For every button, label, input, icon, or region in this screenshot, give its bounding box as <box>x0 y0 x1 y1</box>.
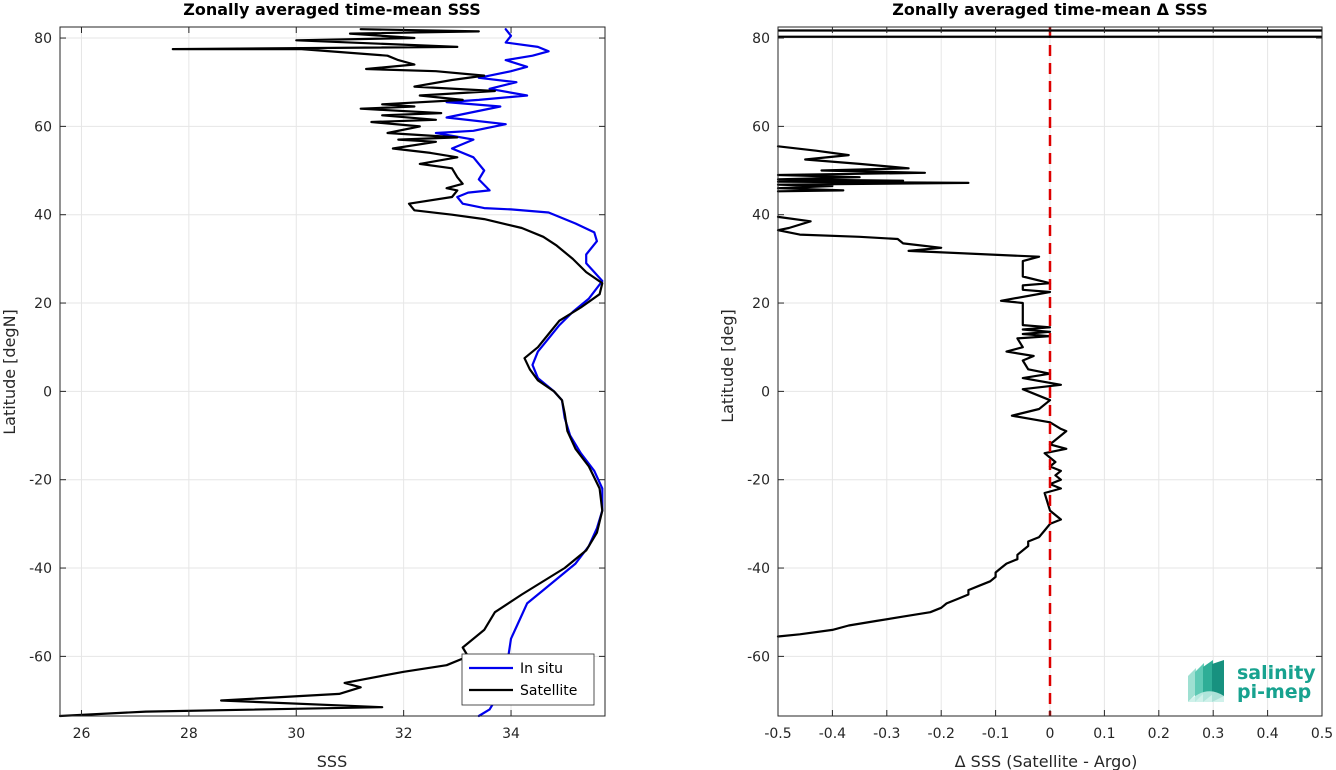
sss-y-tick-label: 60 <box>34 119 52 135</box>
legend-label-satellite: Satellite <box>520 683 577 699</box>
sss-y-tick-label: 0 <box>43 384 52 400</box>
sss-x-axis-label: SSS <box>317 752 347 770</box>
sss-y-axis-label: Latitude [degN] <box>0 309 19 435</box>
delta-sss-x-axis-label: Δ SSS (Satellite - Argo) <box>955 752 1138 770</box>
logo-wave-crest <box>1188 691 1224 702</box>
sss-y-tick-label: 40 <box>34 208 52 224</box>
delta-sss-x-tick-label: -0.4 <box>819 726 846 742</box>
sss-y-tick-label: -20 <box>29 473 52 489</box>
delta-sss-x-tick-label: 0.5 <box>1311 726 1333 742</box>
delta-sss-x-tick-label: -0.3 <box>873 726 900 742</box>
delta-sss-ticks: -0.5 -0.4 -0.3 -0.2 -0.1 0 0.1 0.2 0.3 0.4 0.5 -60 -… <box>747 27 1333 742</box>
sss-y-tick-label: -40 <box>29 561 52 577</box>
delta-sss-series-delta-line <box>776 215 1068 638</box>
delta-sss-x-tick-label: 0.2 <box>1148 726 1170 742</box>
delta-sss-series-delta-line <box>776 145 970 193</box>
legend-label-in-situ: In situ <box>520 661 563 677</box>
sss-grid <box>60 27 605 716</box>
delta-sss-x-tick-label: 0.4 <box>1256 726 1278 742</box>
sss-panel: 26 28 30 32 34 -60 -40 -20 0 20 40 60 80 Zonally ave… <box>0 0 606 770</box>
sss-y-tick-label: -60 <box>29 649 52 665</box>
sss-ticks: 26 28 30 32 34 -60 -40 -20 0 20 40 60 80 <box>29 27 605 742</box>
sss-lines <box>58 28 604 718</box>
delta-sss-x-tick-label: 0 <box>1046 726 1055 742</box>
delta-sss-y-tick-label: 0 <box>761 384 770 400</box>
delta-sss-y-tick-label: -20 <box>747 473 770 489</box>
delta-sss-x-tick-label: 0.3 <box>1202 726 1224 742</box>
delta-sss-panel: -0.5 -0.4 -0.3 -0.2 -0.1 0 0.1 0.2 0.3 0.4 0.5 -60 -… <box>718 0 1333 770</box>
sss-x-tick-label: 28 <box>180 726 198 742</box>
logo-wave-2 <box>1195 663 1204 702</box>
legend: In situ Satellite <box>461 653 595 706</box>
sss-x-tick-label: 26 <box>73 726 91 742</box>
delta-sss-x-tick-label: 0.1 <box>1093 726 1115 742</box>
logo-wave-1 <box>1188 668 1196 702</box>
delta-sss-y-tick-label: -40 <box>747 561 770 577</box>
sss-series-satellite-line <box>58 28 604 718</box>
logo-text-line2: pi-mep <box>1237 681 1311 703</box>
delta-sss-y-tick-label: 20 <box>752 296 770 312</box>
sss-y-tick-label: 80 <box>34 31 52 47</box>
sss-y-tick-label: 20 <box>34 296 52 312</box>
sss-x-tick-label: 32 <box>395 726 413 742</box>
legend-box <box>461 653 595 706</box>
sss-x-tick-label: 30 <box>287 726 305 742</box>
sss-x-tick-label: 34 <box>502 726 520 742</box>
delta-sss-y-tick-label: 80 <box>752 31 770 47</box>
logo-wave-4 <box>1212 660 1224 702</box>
delta-sss-y-tick-label: 40 <box>752 208 770 224</box>
logo-text-line1: salinity <box>1237 662 1316 684</box>
delta-sss-panel-title: Zonally averaged time-mean Δ SSS <box>892 0 1208 19</box>
delta-sss-y-axis-label: Latitude [deg] <box>718 309 737 423</box>
delta-sss-x-tick-label: -0.5 <box>764 726 791 742</box>
delta-sss-y-tick-label: -60 <box>747 649 770 665</box>
salinity-pi-mep-logo: salinity pi-mep <box>1188 660 1316 703</box>
delta-sss-x-tick-label: -0.1 <box>982 726 1009 742</box>
sss-axes-box <box>59 26 606 717</box>
delta-sss-y-tick-label: 60 <box>752 119 770 135</box>
sss-panel-title: Zonally averaged time-mean SSS <box>183 0 481 19</box>
delta-sss-x-tick-label: -0.2 <box>928 726 955 742</box>
sss-plot-area <box>60 27 605 716</box>
